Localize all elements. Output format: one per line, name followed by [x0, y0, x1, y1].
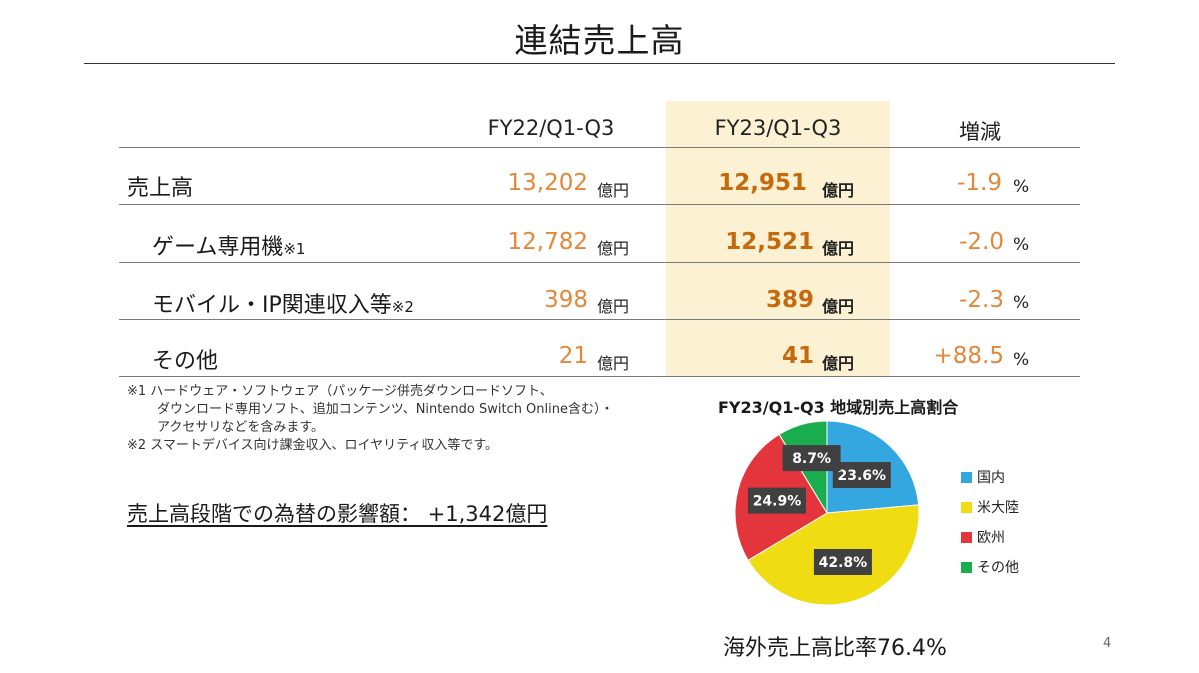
footnote-1-line-2: ダウンロード専用ソフト、追加コンテンツ、Nintendo Switch Onli…	[157, 402, 614, 417]
prev-value: 12,782	[507, 229, 588, 255]
pie-chart-title: FY23/Q1-Q3 地域別売上高割合	[718, 398, 959, 417]
curr-value: 389	[765, 287, 814, 313]
legend-item: 国内	[961, 462, 1019, 492]
title-divider	[84, 63, 1115, 64]
pie-data-label: 8.7%	[782, 445, 841, 472]
table-rule	[119, 262, 1080, 263]
unit-label: 億円	[822, 297, 855, 316]
footnote-1-line-3: アクセサリなどを含みます。	[157, 420, 325, 435]
unit-label: 億円	[597, 181, 630, 200]
pie-data-label: 23.6%	[832, 462, 891, 489]
legend-swatch	[961, 561, 972, 573]
header-change: 増減	[959, 120, 1001, 144]
legend-label: その他	[977, 560, 1019, 576]
unit-label: 億円	[822, 181, 855, 200]
svg-text:42.8%: 42.8%	[819, 555, 868, 571]
unit-label: 億円	[597, 354, 630, 373]
row-label-dedicated-consoles: ゲーム専用機※1	[152, 235, 306, 260]
pie-legend: 国内米大陸欧州その他	[961, 462, 1019, 582]
curr-value: 12,521	[725, 229, 814, 255]
legend-item: 欧州	[961, 522, 1019, 552]
legend-item: その他	[961, 552, 1019, 582]
unit-label: 億円	[597, 297, 630, 316]
percent-unit: %	[1013, 293, 1030, 313]
pie-data-label: 42.8%	[813, 548, 872, 575]
header-prev-period: FY22/Q1-Q3	[487, 116, 615, 140]
change-value: -1.9	[957, 170, 1002, 196]
legend-label: 米大陸	[977, 500, 1019, 516]
prev-value: 21	[558, 343, 588, 369]
unit-label: 億円	[822, 239, 855, 258]
change-value: -2.0	[959, 229, 1004, 255]
legend-swatch	[961, 471, 972, 483]
footnote-1-line-1: ※1 ハードウェア・ソフトウェア（パッケージ併売ダウンロードソフト、	[127, 384, 553, 399]
legend-swatch	[961, 531, 972, 543]
change-value: -2.3	[959, 287, 1004, 313]
curr-value: 12,951	[718, 170, 807, 196]
table-rule	[119, 147, 1080, 148]
prev-value: 398	[544, 287, 588, 313]
unit-label: 億円	[822, 354, 855, 373]
table-rule	[119, 204, 1080, 205]
curr-value: 41	[781, 343, 814, 369]
fx-impact-note: 売上高段階での為替の影響額： +1,342億円	[127, 502, 548, 526]
regional-sales-pie-chart: 23.6% 42.8% 24.9% 8.7%	[734, 420, 920, 606]
page-number: 4	[1103, 636, 1112, 651]
row-label-other: その他	[152, 349, 219, 374]
percent-unit: %	[1013, 350, 1030, 370]
legend-swatch	[961, 501, 972, 513]
table-rule	[119, 319, 1080, 320]
unit-label: 億円	[597, 239, 630, 258]
footnote-2: ※2 スマートデバイス向け課金収入、ロイヤリティ収入等です。	[127, 438, 499, 453]
svg-text:24.9%: 24.9%	[753, 494, 802, 510]
svg-text:23.6%: 23.6%	[838, 468, 887, 484]
table-rule	[119, 376, 1080, 377]
svg-text:8.7%: 8.7%	[792, 451, 831, 467]
change-value: +88.5	[933, 343, 1004, 369]
slide-title: 連結売上高	[514, 21, 685, 60]
legend-label: 欧州	[977, 530, 1005, 546]
percent-unit: %	[1013, 177, 1030, 197]
header-curr-period: FY23/Q1-Q3	[714, 116, 842, 140]
percent-unit: %	[1013, 235, 1030, 255]
legend-item: 米大陸	[961, 492, 1019, 522]
pie-data-label: 24.9%	[747, 487, 806, 514]
overseas-sales-ratio: 海外売上高比率76.4%	[723, 636, 947, 661]
row-label-mobile-ip: モバイル・IP関連収入等※2	[152, 293, 414, 318]
current-period-highlight	[666, 101, 890, 376]
row-label-sales: 売上高	[127, 176, 194, 201]
legend-label: 国内	[977, 470, 1005, 486]
prev-value: 13,202	[507, 170, 588, 196]
